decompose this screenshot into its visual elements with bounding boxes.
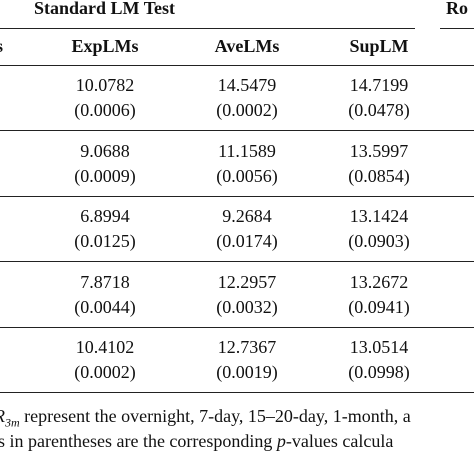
- statistic: 6.8994: [80, 206, 130, 226]
- statistic: 7.8718: [80, 272, 130, 292]
- column-header: SupLM: [349, 36, 409, 56]
- statistic: 14.5479: [217, 75, 277, 95]
- rule: [0, 196, 474, 197]
- variable: p: [276, 431, 286, 451]
- p-value: (0.0174): [216, 231, 278, 251]
- column-header: ExpLMs: [71, 36, 139, 56]
- rule: [0, 392, 474, 393]
- statistic: 10.0782: [75, 75, 135, 95]
- rule: [0, 261, 474, 262]
- statistic: 13.2672: [349, 272, 409, 292]
- p-value: (0.0056): [216, 166, 278, 186]
- p-value: (0.0478): [348, 100, 410, 120]
- p-value: (0.0019): [216, 362, 278, 382]
- statistic: 13.0514: [349, 337, 409, 357]
- p-value: (0.0941): [348, 297, 410, 317]
- p-value: (0.0032): [216, 297, 278, 317]
- group-header: Ro: [446, 0, 468, 18]
- footnote-line: s in parentheses are the corresponding p…: [0, 431, 393, 452]
- rule: [0, 28, 415, 29]
- p-value: (0.0009): [74, 166, 136, 186]
- variable: R: [0, 406, 5, 426]
- rule: [0, 130, 474, 131]
- statistic: 9.0688: [80, 141, 130, 161]
- statistic: 9.2684: [222, 206, 272, 226]
- p-value: (0.0998): [348, 362, 410, 382]
- footnote-text: represent the overnight, 7-day, 15–20-da…: [19, 406, 411, 426]
- rule: [0, 327, 474, 328]
- p-value: (0.0125): [74, 231, 136, 251]
- statistic: 14.7199: [349, 75, 409, 95]
- statistic: 12.2957: [217, 272, 277, 292]
- p-value: (0.0854): [348, 166, 410, 186]
- p-value: (0.0002): [74, 362, 136, 382]
- footnote-line: R3m represent the overnight, 7-day, 15–2…: [0, 406, 411, 431]
- footnote-text: -values calcula: [285, 431, 394, 451]
- rule: [440, 28, 474, 29]
- subscript: 3m: [5, 415, 20, 430]
- statistic: 11.1589: [218, 141, 276, 161]
- p-value: (0.0044): [74, 297, 136, 317]
- p-value: (0.0903): [348, 231, 410, 251]
- statistic: 10.4102: [75, 337, 135, 357]
- rule: [0, 65, 474, 66]
- statistic: 12.7367: [217, 337, 277, 357]
- p-value: (0.0002): [216, 100, 278, 120]
- statistic: 13.1424: [349, 206, 409, 226]
- column-header: AveLMs: [214, 36, 280, 56]
- p-value: (0.0006): [74, 100, 136, 120]
- group-header: Standard LM Test: [34, 0, 176, 18]
- column-header: s: [0, 36, 3, 57]
- footnote-text: s in parentheses are the corresponding: [0, 431, 277, 451]
- statistic: 13.5997: [349, 141, 409, 161]
